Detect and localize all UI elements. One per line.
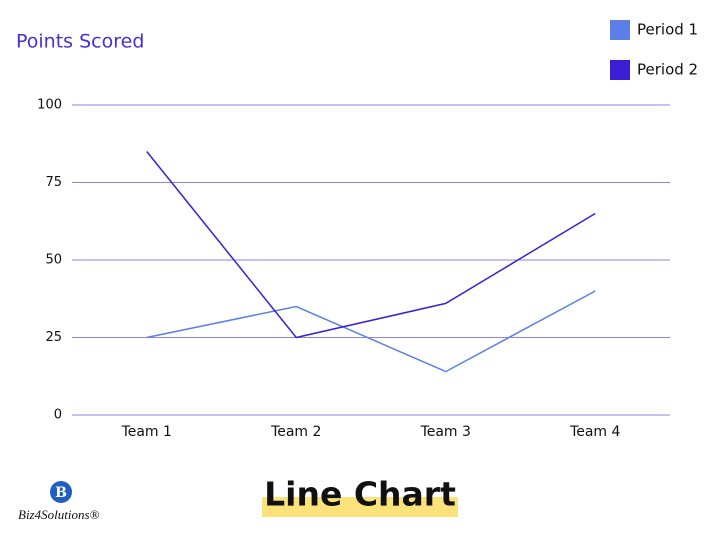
y-tick-label: 100 xyxy=(37,98,62,113)
legend-label: Period 2 xyxy=(637,61,698,79)
y-tick-label: 75 xyxy=(45,175,62,190)
x-tick-label: Team 2 xyxy=(270,424,321,440)
x-tick-label: Team 1 xyxy=(121,424,172,440)
title-highlight xyxy=(262,497,458,517)
y-tick-label: 0 xyxy=(54,408,62,423)
legend-label: Period 1 xyxy=(637,21,698,39)
y-tick-label: 25 xyxy=(45,330,62,345)
legend-swatch xyxy=(610,20,630,40)
data-line xyxy=(146,151,596,339)
data-line xyxy=(146,290,596,373)
logo-letter: B xyxy=(55,485,67,501)
x-tick-label: Team 4 xyxy=(569,424,620,440)
logo-icon xyxy=(50,481,72,503)
y-tick-label: 50 xyxy=(45,253,62,268)
x-tick-label: Team 3 xyxy=(420,424,471,440)
legend-swatch xyxy=(610,60,630,80)
logo-text: Biz4Solutions® xyxy=(18,507,100,522)
logo: B Biz4Solutions® xyxy=(18,481,100,522)
chart-title: Line Chart xyxy=(264,475,456,514)
y-axis-label: Points Scored xyxy=(16,31,144,53)
